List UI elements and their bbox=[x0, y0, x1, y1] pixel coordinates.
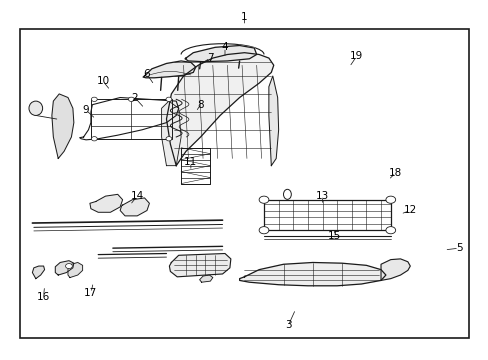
Circle shape bbox=[259, 226, 268, 234]
Text: 2: 2 bbox=[131, 93, 138, 103]
Text: 1: 1 bbox=[241, 12, 247, 22]
Polygon shape bbox=[55, 261, 74, 275]
Circle shape bbox=[65, 264, 72, 269]
Text: 18: 18 bbox=[388, 168, 402, 178]
Text: 3: 3 bbox=[285, 320, 291, 330]
Polygon shape bbox=[90, 194, 122, 212]
Text: 11: 11 bbox=[184, 157, 197, 167]
Ellipse shape bbox=[29, 101, 42, 116]
Polygon shape bbox=[199, 275, 212, 282]
Circle shape bbox=[165, 136, 171, 141]
Text: 15: 15 bbox=[327, 231, 341, 240]
Circle shape bbox=[259, 196, 268, 203]
Text: 10: 10 bbox=[96, 76, 109, 86]
Polygon shape bbox=[68, 262, 82, 278]
Circle shape bbox=[91, 136, 97, 141]
Circle shape bbox=[385, 196, 395, 203]
Text: 12: 12 bbox=[403, 206, 416, 216]
Text: 9: 9 bbox=[82, 105, 89, 115]
Polygon shape bbox=[184, 45, 256, 62]
Text: 19: 19 bbox=[349, 51, 363, 61]
Polygon shape bbox=[161, 101, 181, 166]
Bar bbox=[91, 99, 171, 139]
Bar bbox=[181, 148, 210, 184]
Text: 6: 6 bbox=[143, 69, 150, 79]
Text: 16: 16 bbox=[37, 292, 50, 302]
Text: 8: 8 bbox=[197, 100, 203, 110]
Polygon shape bbox=[169, 253, 230, 277]
Polygon shape bbox=[268, 76, 278, 166]
Polygon shape bbox=[52, 94, 74, 158]
Text: 17: 17 bbox=[84, 288, 97, 298]
Bar bbox=[20, 30, 468, 338]
Polygon shape bbox=[143, 61, 195, 78]
Polygon shape bbox=[239, 262, 385, 286]
Polygon shape bbox=[120, 198, 149, 216]
Text: 4: 4 bbox=[221, 42, 228, 52]
Circle shape bbox=[165, 97, 171, 102]
Text: 7: 7 bbox=[206, 53, 213, 63]
Polygon shape bbox=[32, 266, 44, 279]
Polygon shape bbox=[166, 53, 273, 166]
Bar bbox=[264, 200, 390, 230]
Circle shape bbox=[385, 226, 395, 234]
Text: 5: 5 bbox=[455, 243, 462, 253]
Ellipse shape bbox=[283, 189, 291, 199]
Circle shape bbox=[91, 97, 97, 102]
Text: 14: 14 bbox=[130, 191, 143, 201]
Polygon shape bbox=[380, 259, 409, 280]
Circle shape bbox=[128, 97, 134, 102]
Text: 13: 13 bbox=[315, 191, 328, 201]
